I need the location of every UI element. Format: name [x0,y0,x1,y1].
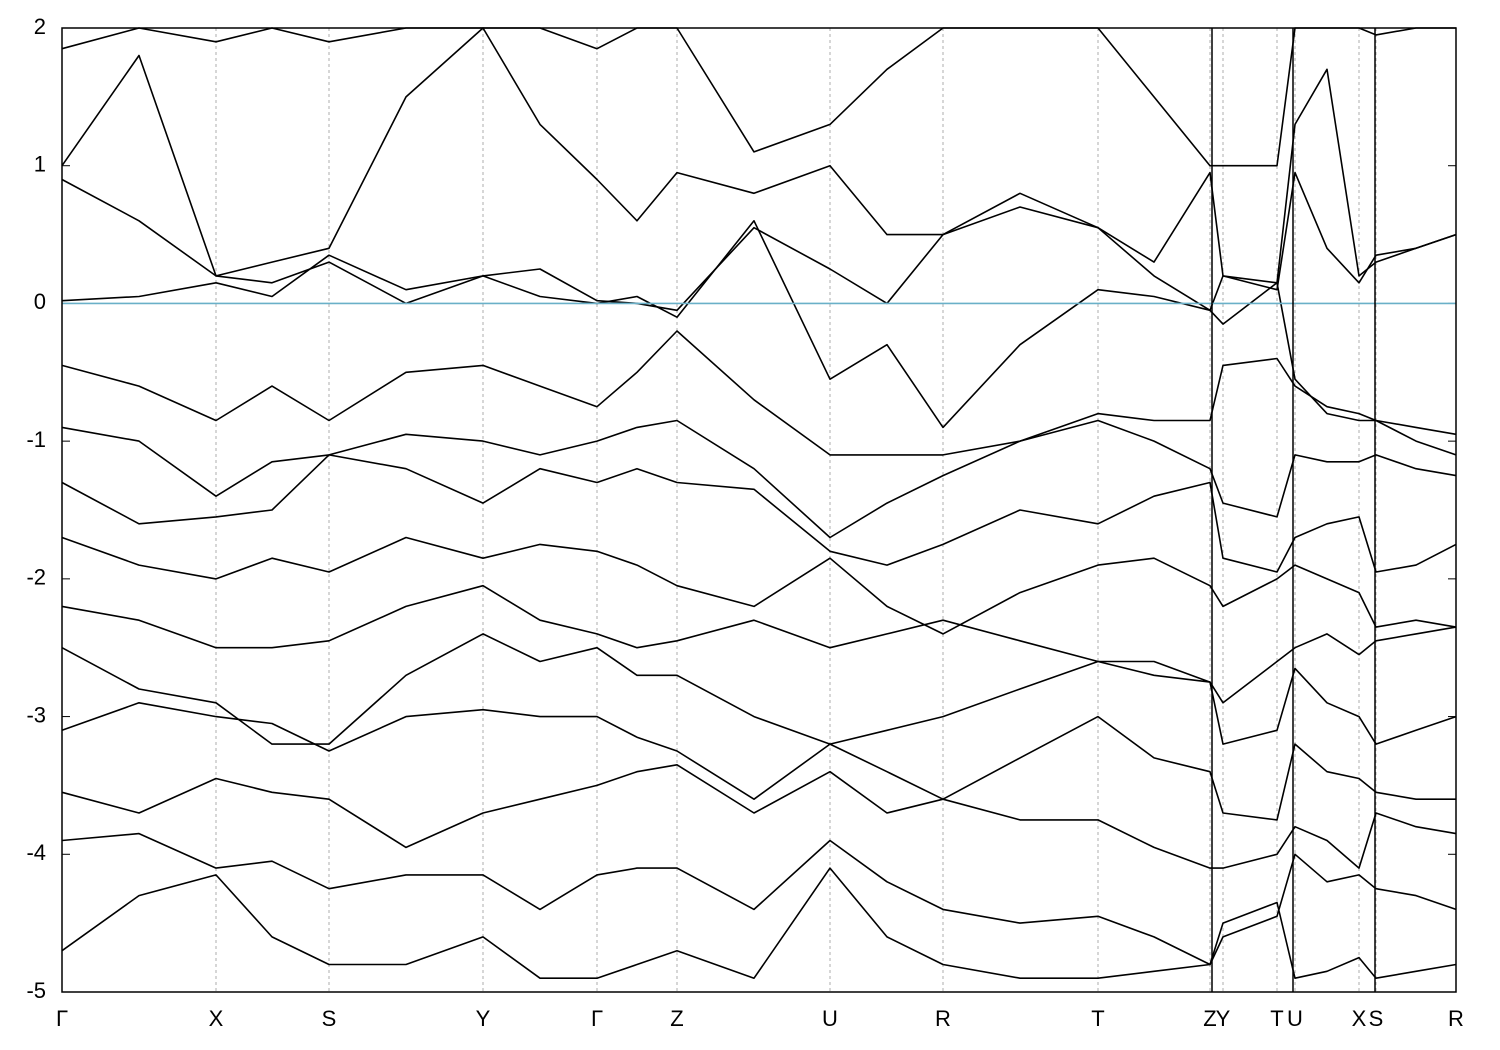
y-tick-label: -5 [26,978,46,1003]
x-tick-label: Γ [591,1006,603,1031]
band-line [61,702,1456,821]
x-tick-label: R [1448,1006,1464,1031]
band-line [61,584,1457,704]
band-line [61,867,1457,979]
x-tick-label: Z [1203,1006,1216,1031]
x-tick-label: X [209,1006,224,1031]
x-tick-label: Γ [56,1006,68,1031]
x-tick-label: T [1270,1006,1283,1031]
y-tick-label: -4 [26,840,46,865]
band-line [61,419,1457,539]
x-tick-label: Y [476,1006,491,1031]
y-tick-label: 2 [34,14,46,39]
band-line [61,330,1457,456]
x-tick-label: S [322,1006,337,1031]
x-tick-label: U [822,1006,838,1031]
band-line [61,454,1457,573]
plot-area [61,27,1457,979]
band-line [61,764,1457,869]
plot-frame [61,27,1457,993]
x-tick-label: X [1352,1006,1367,1031]
band-line [61,832,1457,966]
band-line [61,633,1457,745]
y-tick-label: 1 [34,152,46,177]
y-tick-label: 0 [34,289,46,314]
y-tick-label: -2 [26,565,46,590]
x-tick-label: Z [670,1006,683,1031]
x-tick-label: U [1287,1006,1303,1031]
x-tick-label: R [935,1006,951,1031]
x-tick-label: T [1091,1006,1104,1031]
band-line [61,27,1457,284]
y-tick-label: -1 [26,427,46,452]
x-tick-label: S [1369,1006,1384,1031]
y-tick-label: -3 [26,702,46,727]
band-line [61,178,1457,436]
band-line [61,536,1457,635]
x-tick-label: Y [1216,1006,1231,1031]
